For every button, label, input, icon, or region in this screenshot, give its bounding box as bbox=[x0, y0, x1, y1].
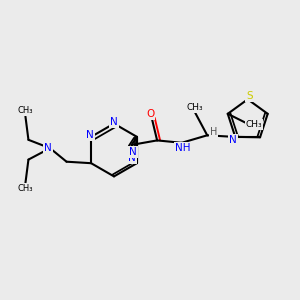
Text: N: N bbox=[229, 135, 237, 145]
Text: H: H bbox=[210, 127, 218, 137]
Text: CH₃: CH₃ bbox=[246, 120, 262, 129]
Text: O: O bbox=[146, 109, 154, 119]
Text: N: N bbox=[86, 130, 94, 140]
Text: N: N bbox=[128, 152, 136, 163]
Text: N: N bbox=[44, 143, 52, 153]
Text: N: N bbox=[129, 147, 137, 158]
Text: CH₃: CH₃ bbox=[187, 103, 203, 112]
Text: N: N bbox=[110, 117, 118, 127]
Text: S: S bbox=[246, 91, 253, 101]
Text: NH: NH bbox=[175, 143, 190, 153]
Text: CH₃: CH₃ bbox=[18, 184, 33, 193]
Text: CH₃: CH₃ bbox=[18, 106, 33, 116]
